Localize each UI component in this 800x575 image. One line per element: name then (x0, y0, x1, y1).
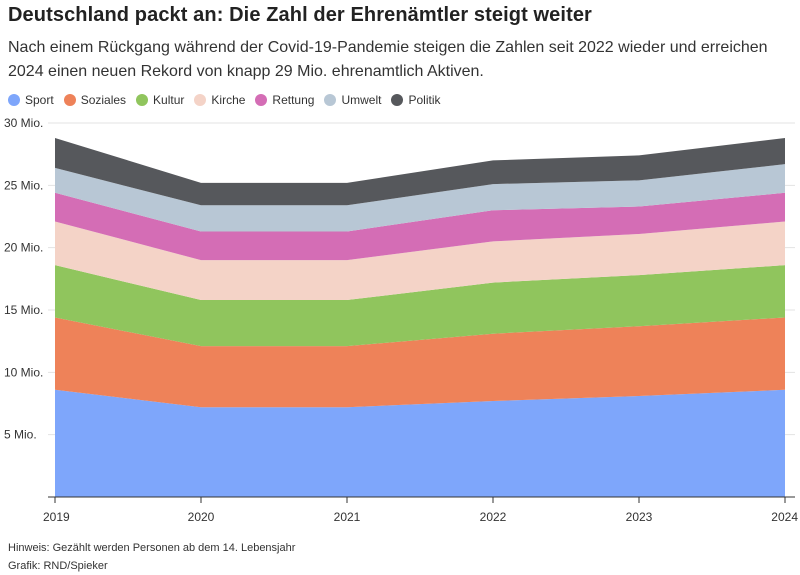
legend-item-rettung: Rettung (255, 93, 314, 107)
legend-item-kultur: Kultur (136, 93, 184, 107)
legend-item-sport: Sport (8, 93, 54, 107)
legend-label-umwelt: Umwelt (341, 93, 382, 107)
legend-swatch-kultur (136, 94, 149, 106)
legend-label-soziales: Soziales (80, 93, 127, 107)
legend-item-kirche: Kirche (194, 93, 245, 107)
legend-item-politik: Politik (391, 93, 440, 107)
legend-item-soziales: Soziales (63, 93, 127, 107)
area-series-soziales (55, 317, 785, 408)
y-tick-label: 20 Mio. (4, 241, 43, 255)
y-tick-label: 10 Mio. (4, 365, 43, 379)
x-tick-label: 2024 (771, 510, 798, 524)
area-series-kultur (55, 265, 785, 347)
chart-subtitle: Nach einem Rückgang während der Covid-19… (8, 39, 768, 80)
area-series-politik (55, 137, 785, 206)
legend-swatch-umwelt (324, 94, 337, 106)
area-series-umwelt (55, 164, 785, 232)
x-tick-label: 2020 (188, 510, 215, 524)
area-series-kirche (55, 221, 785, 301)
legend-label-kirche: Kirche (211, 93, 246, 107)
legend-label-politik: Politik (408, 93, 441, 107)
chart-source: Grafik: RND/Spieker (8, 560, 108, 572)
legend-swatch-rettung (255, 94, 268, 106)
legend-label-kultur: Kultur (153, 93, 185, 107)
y-tick-label: 30 Mio. (4, 116, 43, 130)
legend-swatch-kirche (194, 94, 207, 106)
area-series-sport (55, 389, 785, 497)
legend-swatch-sport (8, 94, 20, 106)
legend-item-umwelt: Umwelt (324, 93, 381, 107)
legend-swatch-soziales (63, 94, 76, 106)
x-tick-label: 2021 (334, 510, 361, 524)
area-series-group (55, 137, 785, 497)
legend-label-rettung: Rettung (272, 93, 315, 107)
y-tick-label: 15 Mio. (4, 303, 43, 317)
legend-label-sport: Sport (25, 93, 54, 107)
y-tick-label: 25 Mio. (4, 178, 43, 192)
x-tick-label: 2022 (480, 510, 507, 524)
chart-legend: Sport Soziales Kultur Kirche Rettung Umwelt Po… (8, 92, 450, 108)
legend-swatch-politik (391, 94, 404, 106)
y-tick-label: 5 Mio. (4, 428, 37, 442)
stacked-area-chart: 5 Mio. 10 Mio. 15 Mio. 20 Mio. 25 Mio. 30 Mio… (4, 116, 798, 524)
axes: 5 Mio. 10 Mio. 15 Mio. 20 Mio. 25 Mio. 30 Mio… (4, 116, 798, 524)
chart-note: Hinweis: Gezählt werden Personen ab dem … (8, 542, 296, 554)
chart-title: Deutschland packt an: Die Zahl der Ehren… (8, 4, 592, 26)
x-tick-label: 2019 (43, 510, 70, 524)
area-series-rettung (55, 192, 785, 261)
x-tick-label: 2023 (626, 510, 653, 524)
